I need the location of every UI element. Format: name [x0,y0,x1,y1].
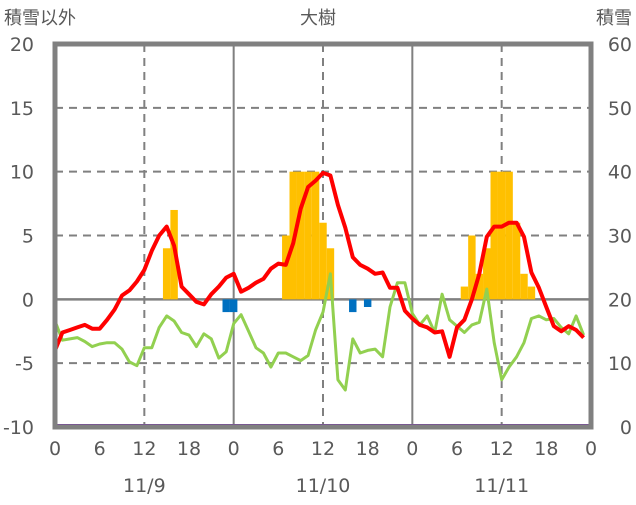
bar-19 [505,171,513,300]
left-y-ticks: 20 15 10 5 0 -5 -10 [3,34,34,439]
x-ticks: 0 6 12 18 0 6 12 18 0 6 12 18 0 [49,438,597,460]
y-tick-label: -5 [15,353,34,375]
y-tick-label: 15 [10,98,34,120]
bar-13 [460,286,469,300]
day-label: 11/10 [296,475,351,497]
bar-12 [363,299,372,307]
x-tick-label: 0 [49,438,61,460]
bar-4 [282,235,290,300]
x-tick-label: 0 [585,438,597,460]
day-label: 11/11 [474,475,529,497]
plot-frame [52,41,594,430]
bar-2 [222,299,230,313]
day-labels: 11/9 11/10 11/11 [123,475,529,497]
y-right-tick-label: 0 [620,417,632,439]
bar-8 [311,171,320,300]
y-tick-label: 0 [22,289,34,311]
y-tick-label: 20 [10,34,34,56]
x-tick-label: 0 [406,438,418,460]
bar-7 [304,171,312,300]
x-tick-label: 12 [490,438,514,460]
bar-20 [512,222,521,300]
y-right-tick-label: 30 [608,226,632,248]
bar-9 [319,222,327,300]
y-right-tick-label: 20 [608,289,632,311]
red-series-line [53,170,586,359]
y-right-tick-label: 50 [608,98,632,120]
bar-11 [349,299,357,313]
y-tick-label: 5 [22,226,34,248]
y-tick-label: 10 [10,162,34,184]
y-right-tick-label: 10 [608,353,632,375]
green-series-line [53,272,585,392]
right-y-ticks: 60 50 40 30 20 10 0 [608,34,632,439]
y-right-tick-label: 40 [608,162,632,184]
x-tick-label: 0 [228,438,240,460]
x-tick-label: 12 [311,438,335,460]
x-tick-label: 18 [177,438,201,460]
bar-15 [475,273,484,300]
x-tick-label: 18 [356,438,380,460]
y-tick-label: -10 [3,417,34,439]
x-tick-label: 6 [272,438,284,460]
bar-0 [162,248,171,300]
bar-3 [229,299,238,313]
bar-22 [527,286,536,300]
bar-14 [468,235,476,300]
right-axis-label: 積雪 [596,8,632,29]
y-right-tick-label: 60 [608,34,632,56]
bar-21 [520,273,528,300]
x-tick-label: 18 [534,438,558,460]
bar-6 [296,171,305,300]
x-tick-label: 6 [94,438,106,460]
chart-title: 大樹 [300,8,336,29]
bar-17 [490,171,498,300]
plot-border [52,41,594,430]
bar-18 [497,171,506,300]
x-tick-label: 12 [132,438,156,460]
day-label: 11/9 [123,475,166,497]
bar-16 [483,248,491,300]
x-tick-label: 6 [451,438,463,460]
left-axis-label: 積雪以外 [4,8,76,29]
